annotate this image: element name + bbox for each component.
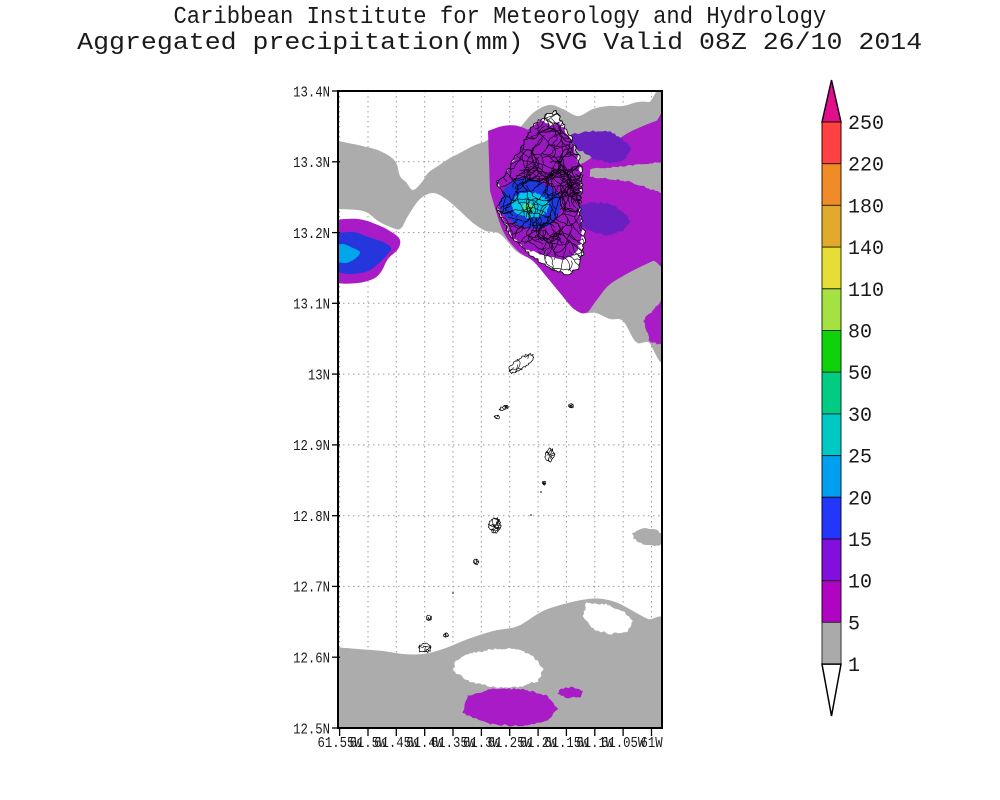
svg-text:15: 15 (848, 530, 872, 553)
svg-text:12.9N: 12.9N (293, 439, 330, 455)
svg-text:180: 180 (848, 196, 884, 219)
svg-text:12.8N: 12.8N (293, 510, 330, 526)
svg-text:13.3N: 13.3N (293, 156, 330, 172)
svg-text:13.1N: 13.1N (293, 298, 330, 314)
svg-text:220: 220 (848, 155, 884, 178)
svg-text:140: 140 (848, 238, 884, 261)
svg-text:30: 30 (848, 405, 872, 428)
svg-text:1: 1 (848, 655, 860, 678)
svg-text:12.7N: 12.7N (293, 581, 330, 597)
svg-text:13N: 13N (308, 368, 330, 384)
svg-text:61W: 61W (640, 736, 663, 752)
svg-text:13.2N: 13.2N (293, 227, 330, 243)
svg-text:20: 20 (848, 488, 872, 511)
svg-text:250: 250 (848, 113, 884, 136)
svg-text:25: 25 (848, 447, 872, 470)
svg-text:61.05W: 61.05W (601, 736, 646, 752)
svg-text:110: 110 (848, 280, 884, 303)
svg-text:5: 5 (848, 613, 860, 636)
svg-text:12.6N: 12.6N (293, 652, 330, 668)
svg-text:13.4N: 13.4N (293, 85, 330, 101)
svg-text:80: 80 (848, 322, 872, 345)
svg-text:50: 50 (848, 363, 872, 386)
svg-text:10: 10 (848, 572, 872, 595)
